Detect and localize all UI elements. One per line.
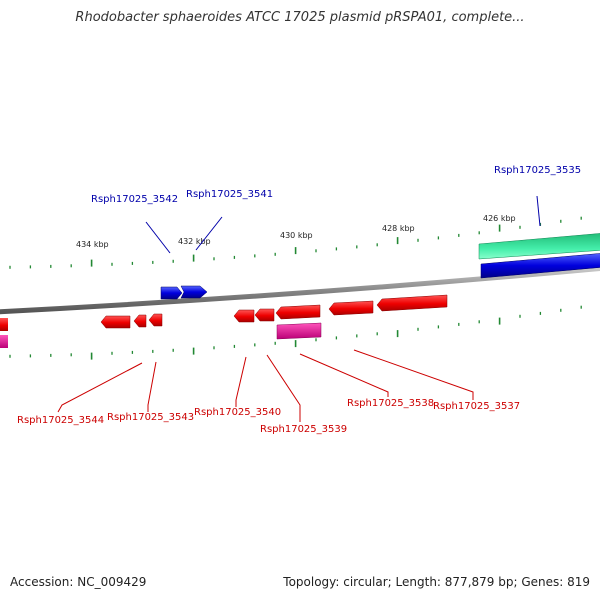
- label-rsph17025-3543[interactable]: Rsph17025_3543: [107, 412, 194, 423]
- leader-3540: [235, 356, 247, 407]
- label-rsph17025-3540[interactable]: Rsph17025_3540: [194, 407, 281, 418]
- scale-label-428: 428 kbp: [382, 224, 415, 233]
- gene-rsph17025-3535-track[interactable]: [480, 253, 600, 279]
- scale-label-426: 426 kbp: [483, 214, 516, 223]
- gene-rsph17025-3543b[interactable]: [148, 313, 163, 327]
- lower-scale-track: [9, 305, 582, 360]
- label-rsph17025-3542[interactable]: Rsph17025_3542: [91, 194, 178, 205]
- gene-left-edge-red[interactable]: [0, 318, 8, 331]
- label-rsph17025-3544[interactable]: Rsph17025_3544: [17, 415, 104, 426]
- label-rsph17025-3535[interactable]: Rsph17025_3535: [494, 165, 581, 176]
- label-rsph17025-3539[interactable]: Rsph17025_3539: [260, 424, 347, 435]
- leader-3543: [147, 361, 157, 412]
- accession-label: Accession: NC_009429: [10, 575, 147, 589]
- leader-3541: [195, 216, 223, 251]
- rna-gene-pink[interactable]: [276, 322, 322, 340]
- gene-rsph17025-3537[interactable]: [376, 294, 448, 312]
- scale-label-432: 432 kbp: [178, 237, 211, 246]
- genome-backbone: [0, 265, 600, 315]
- leader-3535: [536, 195, 541, 227]
- label-rsph17025-3537[interactable]: Rsph17025_3537: [433, 401, 520, 412]
- upper-scale-track: [9, 216, 582, 269]
- leader-3538: [299, 353, 389, 397]
- gene-rsph17025-3539[interactable]: [254, 308, 275, 322]
- leader-3537: [353, 349, 474, 400]
- gene-rsph17025-3543[interactable]: [133, 314, 147, 328]
- gene-rsph17025-3540[interactable]: [233, 309, 255, 323]
- gene-rsph17025-3544[interactable]: [100, 315, 131, 329]
- green-feature-3535[interactable]: [478, 233, 600, 260]
- leader-3544: [57, 362, 143, 413]
- scale-label-430: 430 kbp: [280, 231, 313, 240]
- label-rsph17025-3538[interactable]: Rsph17025_3538: [347, 398, 434, 409]
- gene-rsph17025-3542[interactable]: [160, 286, 183, 300]
- gene-left-edge-pink[interactable]: [0, 335, 8, 348]
- gene-rsph17025-3541[interactable]: [180, 285, 208, 299]
- label-rsph17025-3541[interactable]: Rsph17025_3541: [186, 189, 273, 200]
- scale-label-434: 434 kbp: [76, 240, 109, 249]
- gene-rsph17025-3538[interactable]: [275, 304, 321, 320]
- leader-3542: [145, 221, 171, 254]
- gene-rsph17025-3537a[interactable]: [328, 300, 374, 316]
- genome-summary: Topology: circular; Length: 877,879 bp; …: [283, 575, 590, 589]
- map-title: Rhodobacter sphaeroides ATCC 17025 plasm…: [75, 10, 525, 25]
- leader-3539: [266, 354, 301, 422]
